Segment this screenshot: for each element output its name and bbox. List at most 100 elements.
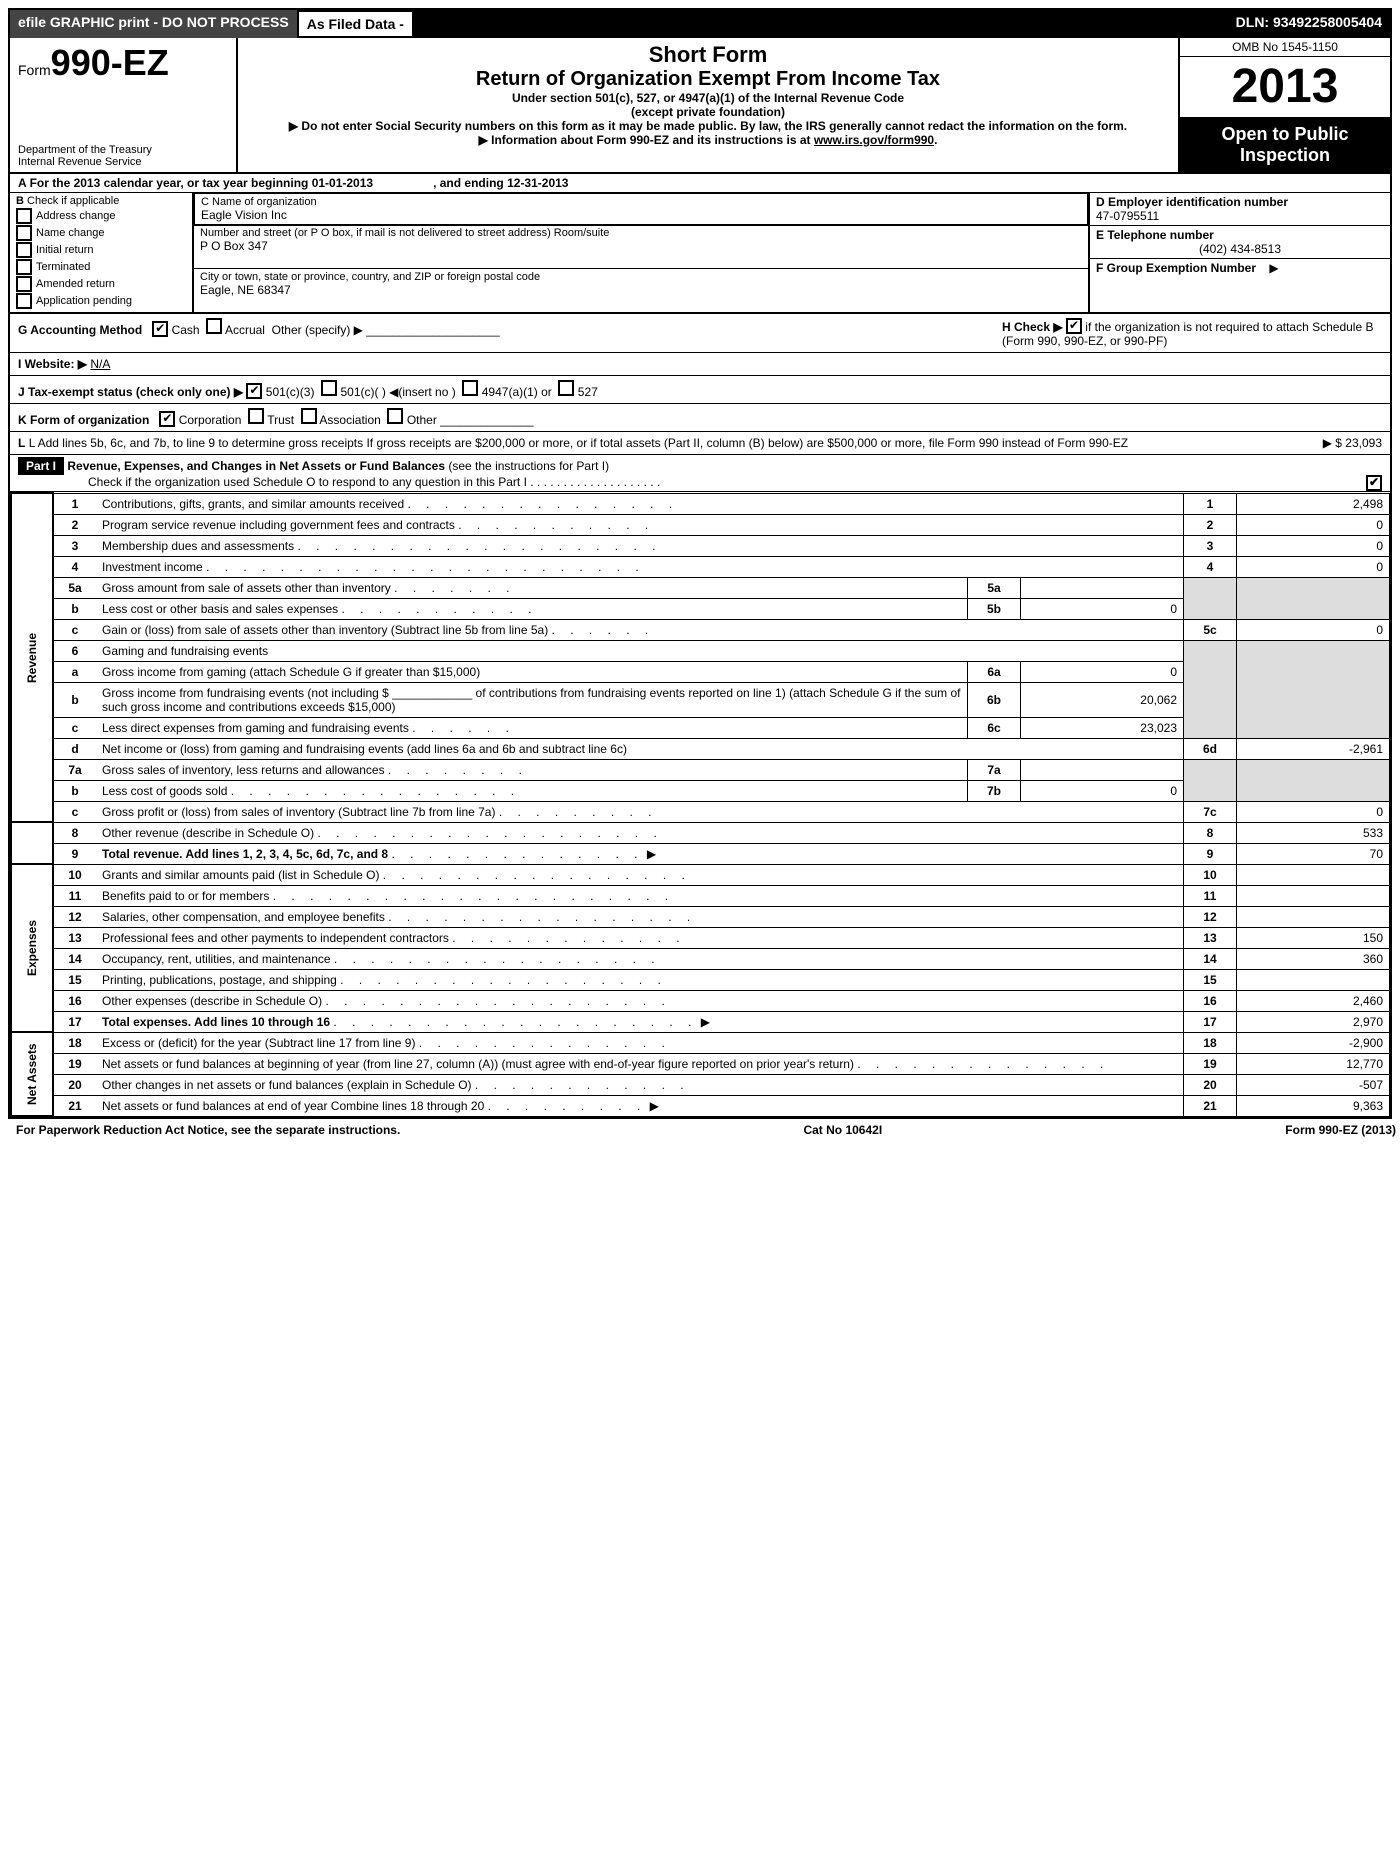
chk-trust[interactable] <box>248 408 264 424</box>
ln5c-v: 0 <box>1237 619 1390 640</box>
i-val: N/A <box>90 357 110 371</box>
ln7c-v: 0 <box>1237 801 1390 822</box>
ln7b-sv: 0 <box>1021 780 1184 801</box>
chk-address[interactable] <box>16 208 32 224</box>
ln18-v: -2,900 <box>1237 1032 1390 1053</box>
ln6-d: Gaming and fundraising events <box>96 640 1184 661</box>
chk-initial[interactable] <box>16 242 32 258</box>
ln5b-sb: 5b <box>968 598 1021 619</box>
ln13-d: Professional fees and other payments to … <box>102 931 449 945</box>
spacer <box>414 10 1228 38</box>
ln6a-d: Gross income from gaming (attach Schedul… <box>102 665 480 679</box>
b-text: Check if applicable <box>27 195 119 207</box>
chk-terminated-label: Terminated <box>36 261 90 273</box>
k2: Trust <box>267 413 294 427</box>
ln6-n: 6 <box>53 640 96 661</box>
ln15-n: 15 <box>53 969 96 990</box>
ln17-n: 17 <box>53 1011 96 1032</box>
ln10-v <box>1237 864 1390 885</box>
ln4-box: 4 <box>1184 556 1237 577</box>
ln16-v: 2,460 <box>1237 990 1390 1011</box>
ln7-shade2 <box>1237 759 1390 801</box>
ln8-n: 8 <box>53 822 96 843</box>
footer-mid: Cat No 10642I <box>803 1123 882 1137</box>
dept2: Internal Revenue Service <box>18 156 228 168</box>
chk-terminated[interactable] <box>16 259 32 275</box>
ln6-shade2 <box>1237 640 1390 738</box>
chk-pending[interactable] <box>16 293 32 309</box>
chk-amended[interactable] <box>16 276 32 292</box>
ln7c-box: 7c <box>1184 801 1237 822</box>
ln19-d: Net assets or fund balances at beginning… <box>102 1057 854 1071</box>
header-right: OMB No 1545-1150 2013 Open to Public Ins… <box>1178 38 1390 172</box>
ln7a-sb: 7a <box>968 759 1021 780</box>
ln7a-d: Gross sales of inventory, less returns a… <box>102 763 385 777</box>
ln3-d: Membership dues and assessments <box>102 539 294 553</box>
note2-prefix: ▶ Information about Form 990-EZ and its … <box>479 133 814 147</box>
ln5-shade2 <box>1237 577 1390 619</box>
chk-assoc[interactable] <box>301 408 317 424</box>
ln20-box: 20 <box>1184 1074 1237 1095</box>
ln11-v <box>1237 885 1390 906</box>
ln5b-n: b <box>53 598 96 619</box>
j3: 4947(a)(1) or <box>482 385 552 399</box>
ln19-v: 12,770 <box>1237 1053 1390 1074</box>
d-label: D Employer identification number <box>1096 195 1288 209</box>
ln3-v: 0 <box>1237 535 1390 556</box>
ln6c-n: c <box>53 717 96 738</box>
chk-name[interactable] <box>16 225 32 241</box>
chk-501c[interactable] <box>321 380 337 396</box>
ln8-v: 533 <box>1237 822 1390 843</box>
l-val: ▶ $ 23,093 <box>1232 436 1382 450</box>
ln6b-sb: 6b <box>968 682 1021 717</box>
g-accrual: Accrual <box>225 323 265 337</box>
note2-link[interactable]: www.irs.gov/form990 <box>814 133 934 147</box>
ln14-n: 14 <box>53 948 96 969</box>
tax-year: 2013 <box>1180 57 1390 118</box>
ln21-n: 21 <box>53 1095 96 1116</box>
ln15-v <box>1237 969 1390 990</box>
side-netassets: Net Assets <box>11 1032 53 1116</box>
ln13-v: 150 <box>1237 927 1390 948</box>
ln7b-n: b <box>53 780 96 801</box>
ln12-n: 12 <box>53 906 96 927</box>
title1: Short Form <box>246 42 1170 68</box>
k3: Association <box>319 413 380 427</box>
row-a: A For the 2013 calendar year, or tax yea… <box>10 174 1390 193</box>
ln21-box: 21 <box>1184 1095 1237 1116</box>
chk-accrual[interactable] <box>206 318 222 334</box>
ln6b-sv: 20,062 <box>1021 682 1184 717</box>
chk-part-i[interactable] <box>1366 475 1382 491</box>
form-prefix: Form <box>18 62 51 78</box>
ln4-v: 0 <box>1237 556 1390 577</box>
d-val: 47-0795511 <box>1096 209 1159 223</box>
c-name: Eagle Vision Inc <box>201 208 1081 222</box>
row-k: K Form of organization Corporation Trust… <box>10 404 1390 432</box>
chk-corp[interactable] <box>159 411 175 427</box>
chk-other[interactable] <box>387 408 403 424</box>
chk-amended-label: Amended return <box>36 278 115 290</box>
ln5b-d: Less cost or other basis and sales expen… <box>102 602 338 616</box>
f-arrow: ▶ <box>1269 261 1278 275</box>
col-b-mid: C Name of organization Eagle Vision Inc … <box>194 193 1088 312</box>
chk-h[interactable] <box>1066 318 1082 334</box>
part-i-check: Check if the organization used Schedule … <box>18 475 660 489</box>
k4: Other <box>407 413 437 427</box>
ln19-box: 19 <box>1184 1053 1237 1074</box>
ln4-n: 4 <box>53 556 96 577</box>
ln20-v: -507 <box>1237 1074 1390 1095</box>
ln16-d: Other expenses (describe in Schedule O) <box>102 994 322 1008</box>
a-label: A <box>18 176 26 190</box>
lines-table: Revenue 1 Contributions, gifts, grants, … <box>10 492 1390 1117</box>
chk-527[interactable] <box>558 380 574 396</box>
ln13-box: 13 <box>1184 927 1237 948</box>
ln7-shade <box>1184 759 1237 801</box>
footer-right: Form 990-EZ (2013) <box>1285 1123 1396 1137</box>
side-expenses: Expenses <box>11 864 53 1032</box>
g-label: G Accounting Method <box>18 323 142 337</box>
chk-cash[interactable] <box>152 321 168 337</box>
ln6-shade <box>1184 640 1237 738</box>
chk-4947[interactable] <box>462 380 478 396</box>
chk-501c3[interactable] <box>246 383 262 399</box>
row-gh: G Accounting Method Cash Accrual Other (… <box>10 314 1390 353</box>
